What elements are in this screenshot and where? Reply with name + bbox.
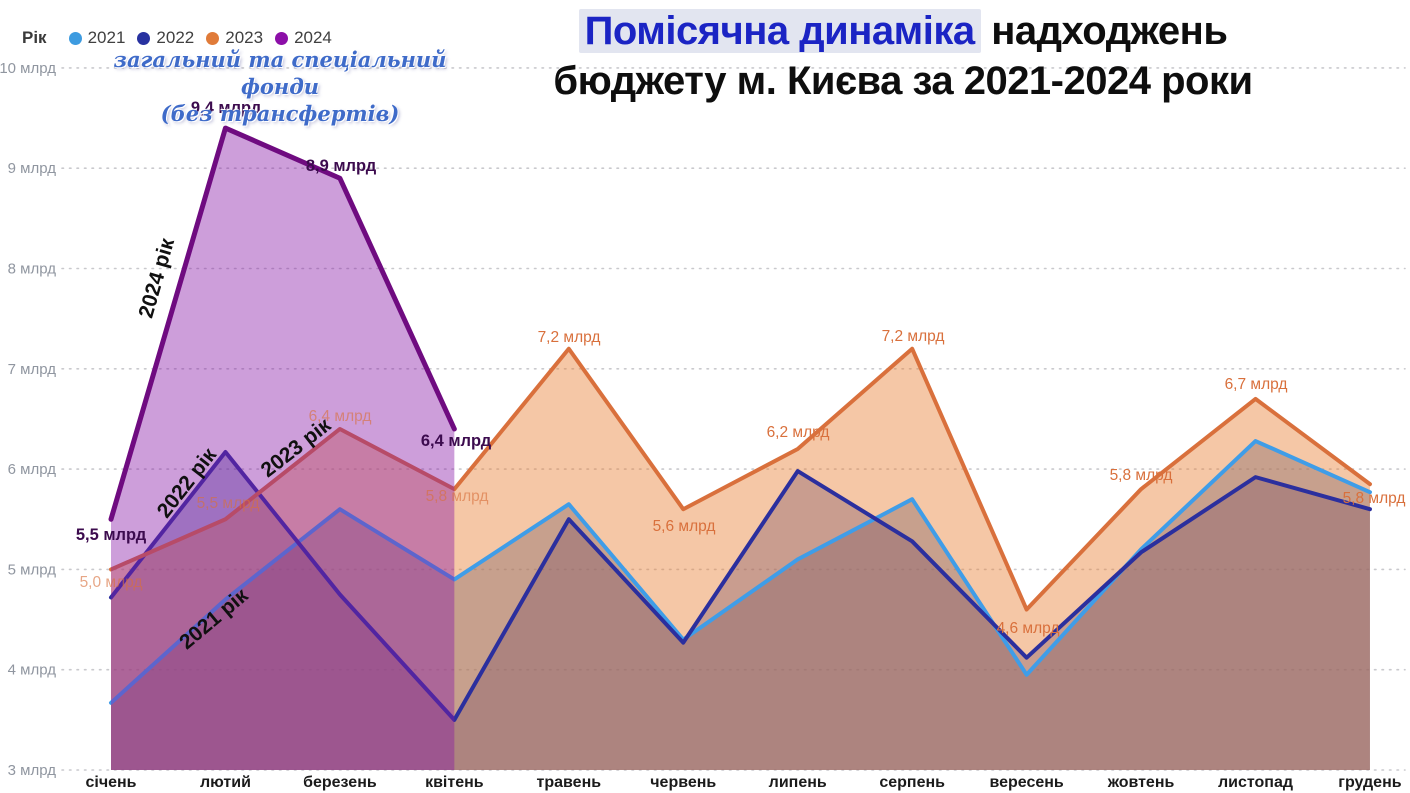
- title-line2: бюджету м. Києва за 2021-2024 роки: [553, 59, 1253, 103]
- x-axis-label: листопад: [1218, 774, 1293, 791]
- data-label-2024: 8,9 млрд: [306, 157, 377, 175]
- data-label-2024: 9,4 млрд: [191, 99, 262, 117]
- series-line-2024: [108, 125, 457, 522]
- x-axis-label: квітень: [425, 774, 484, 791]
- data-label-2023: 5,8 млрд: [426, 488, 489, 505]
- data-label-2023: 5,0 млрд: [80, 574, 143, 591]
- legend-item-label: 2022: [156, 28, 195, 47]
- legend-items: 2021 2022 2023 2024: [68, 28, 344, 48]
- data-label-2023: 4,6 млрд: [997, 620, 1060, 637]
- data-label-2023: 5,8 млрд: [1343, 490, 1406, 507]
- data-label-2023: 7,2 млрд: [538, 329, 601, 346]
- legend-item-label: 2023: [225, 28, 264, 47]
- legend-title: Рік: [22, 28, 47, 47]
- legend-item-label: 2024: [294, 28, 332, 47]
- legend-item-2023[interactable]: 2023: [206, 28, 263, 48]
- data-label-2023: 6,4 млрд: [309, 408, 372, 425]
- x-axis-label: травень: [537, 774, 602, 791]
- x-axis-label: червень: [650, 774, 716, 791]
- y-axis-label: 8 млрд: [8, 261, 57, 278]
- legend-dot-icon: [275, 31, 289, 45]
- data-label-2023: 5,5 млрд: [197, 495, 260, 512]
- chart-subtitle: загальний та спеціальний фонди (без тран…: [112, 46, 448, 127]
- data-label-2023: 6,2 млрд: [767, 424, 830, 441]
- title-rest: надходжень: [980, 9, 1228, 53]
- legend-item-2024[interactable]: 2024: [275, 28, 332, 48]
- y-axis-label: 3 млрд: [8, 762, 57, 779]
- data-label-2023: 6,7 млрд: [1225, 376, 1288, 393]
- y-axis-label: 9 млрд: [8, 160, 57, 177]
- legend-item-2022[interactable]: 2022: [137, 28, 194, 48]
- legend-item-label: 2021: [87, 28, 126, 47]
- subtitle-line2: (без трансфертів): [160, 101, 400, 126]
- legend-item-2021[interactable]: 2021: [68, 28, 126, 48]
- title-line1: Помісячна динаміка надходжень: [500, 6, 1306, 56]
- y-axis-label: 10 млрд: [0, 60, 56, 77]
- y-axis-label: 4 млрд: [8, 662, 57, 679]
- legend: Рік 2021 2022 2023 2024: [22, 28, 344, 48]
- x-axis-label: серпень: [879, 774, 945, 791]
- x-axis-label: лютий: [200, 774, 251, 791]
- series-area-2024: [111, 128, 455, 770]
- x-axis-label: жовтень: [1107, 774, 1175, 791]
- x-axis-label: липень: [769, 774, 827, 791]
- x-axis-label: вересень: [989, 774, 1063, 791]
- data-label-2024: 6,4 млрд: [421, 432, 492, 450]
- subtitle-line1: загальний та спеціальний фонди: [113, 47, 447, 99]
- y-axis-label: 7 млрд: [8, 361, 57, 378]
- data-label-2024: 5,5 млрд: [76, 526, 147, 544]
- legend-dot-icon: [206, 31, 220, 45]
- data-label-2023: 7,2 млрд: [882, 328, 945, 345]
- page-title: Помісячна динаміка надходжень бюджету м.…: [500, 6, 1306, 106]
- y-axis-label: 6 млрд: [8, 461, 57, 478]
- x-axis-label: січень: [85, 774, 136, 791]
- x-axis-label: березень: [303, 774, 377, 791]
- legend-dot-icon: [137, 31, 151, 45]
- title-highlight: Помісячна динаміка: [578, 9, 981, 53]
- x-axis-label: грудень: [1338, 774, 1401, 791]
- series-line-2021: [109, 439, 1372, 705]
- data-label-2023: 5,8 млрд: [1110, 467, 1173, 484]
- series-line-2022: [109, 450, 1372, 722]
- data-label-2023: 5,6 млрд: [653, 518, 716, 535]
- series-line-2023: [109, 346, 1372, 612]
- y-axis-label: 5 млрд: [8, 561, 57, 578]
- legend-dot-icon: [68, 31, 82, 45]
